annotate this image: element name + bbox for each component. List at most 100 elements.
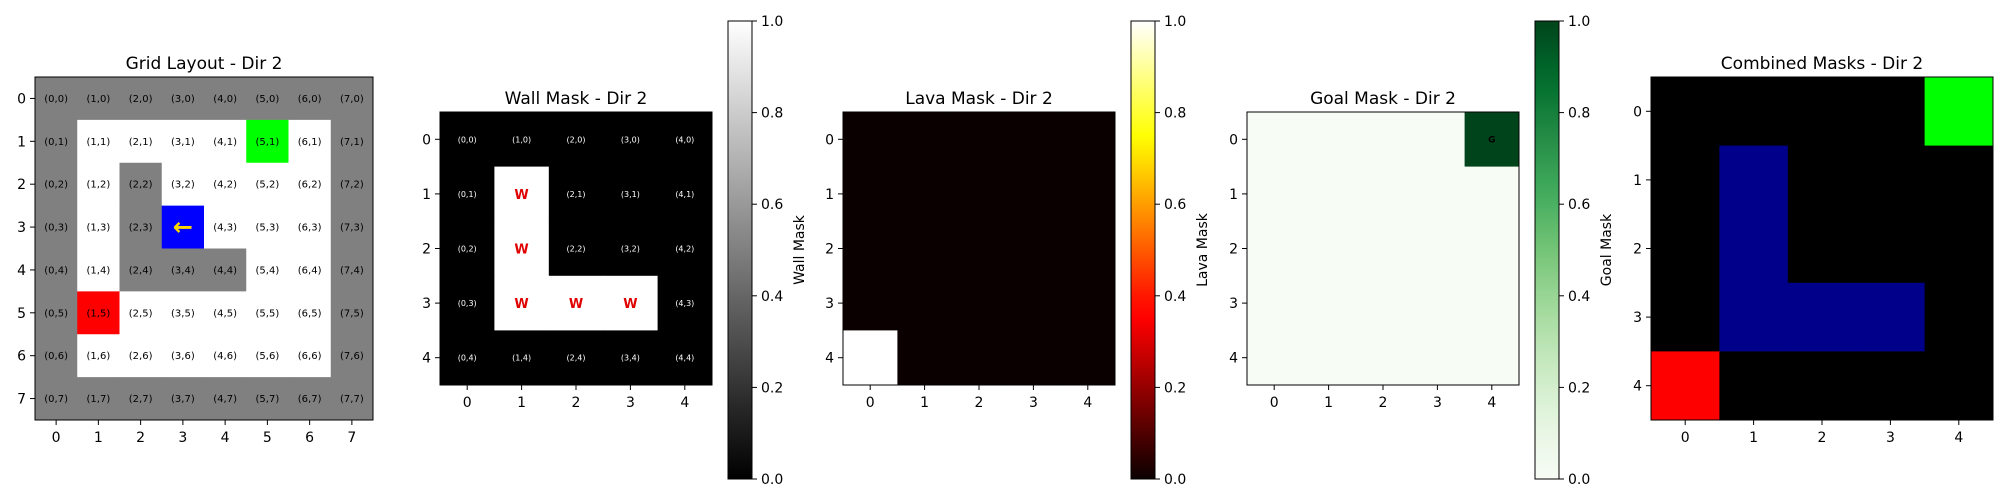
- goal-marker: G: [1488, 135, 1495, 145]
- combined-x-tick-label: 1: [1749, 430, 1758, 446]
- goal-y-tick-label: 2: [1229, 242, 1238, 258]
- combined-mask-cell: [1924, 282, 1994, 352]
- wall-mask-panel: (0,0) (1,0) (2,0) (3,0) (4,0) (0,1) W (2,1) (3,1…: [422, 14, 808, 488]
- wall-x-tick-label: 1: [517, 395, 526, 411]
- combined-mask-cell: [1787, 145, 1857, 215]
- goal-mask-cell: [1247, 221, 1302, 277]
- wall-cell-coordinate: (0,1): [458, 190, 477, 199]
- lava-mask-cell: [1060, 275, 1116, 331]
- grid-cell-coordinate: (0,0): [44, 94, 68, 105]
- combined-x-tick-label: 3: [1886, 430, 1895, 446]
- goal-mask-cell: [1464, 275, 1520, 331]
- lava-mask-cell: [1060, 330, 1116, 386]
- lava-mask-cell: [843, 221, 898, 277]
- goal-y-tick-label: 1: [1229, 187, 1238, 203]
- grid-cell: [161, 334, 205, 378]
- goal-mask-cell: [1247, 112, 1302, 168]
- lava-x-tick-label: 3: [1029, 395, 1038, 411]
- lava-mask-cell: [897, 166, 953, 222]
- wall-cell-coordinate: (4,1): [675, 190, 694, 199]
- wall-cell-coordinate: (1,0): [512, 135, 531, 144]
- grid-cell-coordinate: (0,6): [44, 351, 68, 362]
- grid-cell: [35, 77, 78, 121]
- grid-cell-coordinate: (1,5): [87, 308, 111, 319]
- lava-mask-cell: [951, 275, 1007, 331]
- grid-cell: [161, 291, 205, 335]
- combined-mask-cell: [1651, 214, 1720, 284]
- grid-cell-coordinate: (1,1): [87, 137, 111, 148]
- wall-cell-coordinate: (4,3): [675, 299, 694, 308]
- combined-y-tick-label: 3: [1633, 310, 1642, 326]
- goal-colorbar-label: Goal Mask: [1599, 213, 1615, 286]
- grid-x-tick-label: 2: [136, 430, 145, 446]
- wall-mask-cell: [603, 221, 659, 277]
- grid-cell-coordinate: (3,2): [171, 180, 195, 191]
- goal-mask-cell: [1247, 330, 1302, 386]
- grid-cell: [246, 77, 289, 121]
- combined-mask-cell: [1651, 145, 1720, 215]
- lava-x-tick-label: 2: [975, 395, 984, 411]
- grid-cell-coordinate: (1,2): [87, 180, 111, 191]
- grid-cell-coordinate: (0,4): [44, 265, 68, 276]
- lava-mask-cell: [1006, 166, 1062, 222]
- grid-x-tick-label: 6: [305, 430, 314, 446]
- lava-x-tick-label: 0: [866, 395, 875, 411]
- lava-colorbar-tick-label: 0.8: [1164, 106, 1186, 122]
- wall-colorbar-tick-label: 0.0: [761, 472, 783, 488]
- grid-y-tick-label: 7: [17, 392, 26, 408]
- combined-mask-cell: [1651, 351, 1720, 421]
- grid-cell-coordinate: (4,7): [213, 394, 237, 405]
- wall-cell-coordinate: (2,1): [567, 190, 586, 199]
- wall-cell-coordinate: (3,1): [621, 190, 640, 199]
- grid-cell-coordinate: (4,6): [213, 351, 237, 362]
- grid-cell: [246, 377, 289, 421]
- grid-y-tick-label: 1: [17, 134, 26, 150]
- grid-cell: [204, 119, 247, 164]
- grid-cell-coordinate: (5,3): [256, 223, 280, 234]
- wall-mask-cell: [657, 166, 713, 222]
- wall-mask-cell: [494, 112, 550, 168]
- combined-mask-cell: [1787, 282, 1857, 352]
- goal-colorbar-tick-label: 0.0: [1568, 472, 1590, 488]
- grid-cell-coordinate: (6,0): [298, 94, 322, 105]
- grid-cell: [77, 119, 120, 164]
- combined-mask-cell: [1719, 282, 1789, 352]
- grid-cell: [330, 291, 374, 335]
- grid-cell-coordinate: (0,7): [44, 394, 68, 405]
- grid-cell: [330, 77, 374, 121]
- goal-mask-cell: [1464, 330, 1520, 386]
- lava-mask-cell: [951, 112, 1007, 168]
- goal-mask-cell: [1410, 166, 1466, 222]
- goal-mask-cell: [1355, 221, 1411, 277]
- grid-cell: [161, 77, 205, 121]
- wall-mask-cell: [494, 275, 550, 331]
- grid-y-tick-label: 0: [17, 91, 26, 107]
- combined-mask-cell: [1924, 214, 1994, 284]
- grid-cell-coordinate: (7,1): [340, 137, 364, 148]
- wall-cell-coordinate: (3,4): [621, 354, 640, 363]
- grid-cell: [288, 162, 332, 207]
- goal-x-tick-label: 0: [1270, 395, 1279, 411]
- wall-colorbar-tick-label: 0.2: [761, 380, 783, 396]
- lava-x-tick-label: 1: [920, 395, 929, 411]
- goal-mask-cell: [1410, 330, 1466, 386]
- combined-mask-cell: [1924, 77, 1994, 147]
- grid-cell: [35, 119, 78, 164]
- wall-mask-cell: [440, 166, 495, 222]
- grid-cell: [77, 334, 120, 378]
- wall-x-tick-label: 0: [463, 395, 472, 411]
- combined-masks-panel: 0 1 2 3 4 0 1 2 3 4 Combined Masks - Dir 2: [1633, 54, 1994, 446]
- wall-cell-coordinate: (3,0): [621, 135, 640, 144]
- agent-direction-arrow-icon: ←: [173, 213, 193, 241]
- grid-layout-panel: (0,0) (1,0) (2,0) (3,0) (4,0) (5,0) (6,0) (7,0)…: [17, 54, 374, 446]
- goal-x-tick-label: 2: [1379, 395, 1388, 411]
- grid-cell: [246, 291, 289, 335]
- goal-title: Goal Mask - Dir 2: [1310, 89, 1456, 109]
- lava-mask-cell: [843, 112, 898, 168]
- wall-cell-coordinate: (1,4): [512, 354, 531, 363]
- grid-x-tick-label: 3: [178, 430, 187, 446]
- wall-mask-cell: [603, 166, 659, 222]
- grid-cell-coordinate: (0,5): [44, 308, 68, 319]
- grid-cell-coordinate: (7,4): [340, 265, 364, 276]
- lava-colorbar-tick-label: 0.0: [1164, 472, 1186, 488]
